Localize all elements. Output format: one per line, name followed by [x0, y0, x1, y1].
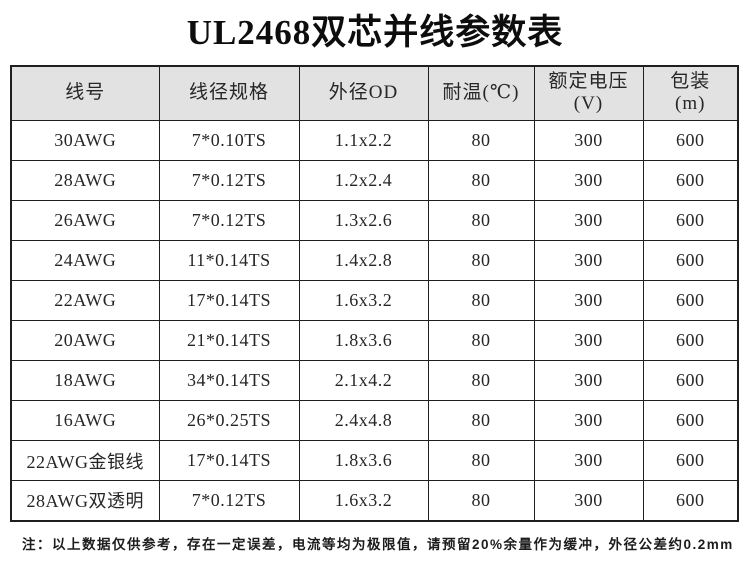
table-cell: 28AWG双透明: [10, 480, 160, 521]
table-cell: 300: [533, 480, 644, 521]
header-outer-diameter: 外径OD: [298, 65, 429, 121]
page-title: UL2468双芯并线参数表: [186, 13, 564, 52]
table-cell: 80: [427, 320, 535, 361]
table-cell: 30AWG: [10, 120, 160, 161]
header-temp-rating: 耐温(℃): [427, 65, 535, 121]
table-cell: 21*0.14TS: [158, 320, 300, 361]
table-row: 16AWG 26*0.25TS 2.4x4.8 80 300 600: [10, 400, 739, 441]
spec-table: 线号 线径规格 外径OD 耐温(℃) 额定电压 (V) 包装 (m) 30AWG…: [10, 64, 739, 522]
table-cell: 80: [427, 360, 535, 401]
table-cell: 1.3x2.6: [298, 200, 429, 241]
table-cell: 600: [642, 320, 739, 361]
header-packaging: 包装 (m): [642, 65, 739, 121]
table-row: 18AWG 34*0.14TS 2.1x4.2 80 300 600: [10, 360, 739, 401]
table-cell: 24AWG: [10, 240, 160, 281]
table-cell: 600: [642, 280, 739, 321]
table-cell: 80: [427, 400, 535, 441]
table-cell: 22AWG: [10, 280, 160, 321]
table-cell: 80: [427, 200, 535, 241]
table-cell: 80: [427, 160, 535, 201]
table-cell: 28AWG: [10, 160, 160, 201]
table-cell: 2.4x4.8: [298, 400, 429, 441]
table-header-row: 线号 线径规格 外径OD 耐温(℃) 额定电压 (V) 包装 (m): [10, 65, 739, 121]
table-cell: 20AWG: [10, 320, 160, 361]
table-cell: 1.4x2.8: [298, 240, 429, 281]
table-cell: 1.6x3.2: [298, 480, 429, 521]
table-cell: 80: [427, 280, 535, 321]
table-cell: 600: [642, 480, 739, 521]
table-cell: 300: [533, 440, 644, 481]
table-row: 28AWG 7*0.12TS 1.2x2.4 80 300 600: [10, 160, 739, 201]
table-cell: 11*0.14TS: [158, 240, 300, 281]
table-cell: 300: [533, 120, 644, 161]
table-cell: 1.2x2.4: [298, 160, 429, 201]
table-cell: 2.1x4.2: [298, 360, 429, 401]
parameter-sheet: UL2468双芯并线参数表 线号 线径规格 外径OD 耐温(℃) 额定电压 (V…: [0, 10, 750, 563]
table-row: 22AWG金银线 17*0.14TS 1.8x3.6 80 300 600: [10, 440, 739, 481]
table-cell: 18AWG: [10, 360, 160, 401]
table-cell: 34*0.14TS: [158, 360, 300, 401]
table-header: 线号 线径规格 外径OD 耐温(℃) 额定电压 (V) 包装 (m): [10, 65, 739, 121]
table-cell: 600: [642, 120, 739, 161]
header-rated-voltage: 额定电压 (V): [533, 65, 644, 121]
table-cell: 600: [642, 440, 739, 481]
table-cell: 80: [427, 120, 535, 161]
table-cell: 26*0.25TS: [158, 400, 300, 441]
header-wire-number: 线号: [10, 65, 160, 121]
table-cell: 7*0.10TS: [158, 120, 300, 161]
table-row: 30AWG 7*0.10TS 1.1x2.2 80 300 600: [10, 120, 739, 161]
table-cell: 1.8x3.6: [298, 320, 429, 361]
table-cell: 80: [427, 480, 535, 521]
footnote: 注：以上数据仅供参考，存在一定误差，电流等均为极限值，请预留20%余量作为缓冲，…: [22, 536, 734, 552]
table-cell: 17*0.14TS: [158, 440, 300, 481]
table-cell: 7*0.12TS: [158, 160, 300, 201]
table-cell: 7*0.12TS: [158, 200, 300, 241]
table-cell: 26AWG: [10, 200, 160, 241]
table-body: 30AWG 7*0.10TS 1.1x2.2 80 300 600 28AWG 7*0.12T…: [10, 120, 739, 521]
table-cell: 300: [533, 400, 644, 441]
table-cell: 1.6x3.2: [298, 280, 429, 321]
table-row: 26AWG 7*0.12TS 1.3x2.6 80 300 600: [10, 200, 739, 241]
table-row: 20AWG 21*0.14TS 1.8x3.6 80 300 600: [10, 320, 739, 361]
table-row: 22AWG 17*0.14TS 1.6x3.2 80 300 600: [10, 280, 739, 321]
table-cell: 600: [642, 240, 739, 281]
header-diameter-spec: 线径规格: [158, 65, 300, 121]
table-cell: 7*0.12TS: [158, 480, 300, 521]
table-row: 28AWG双透明 7*0.12TS 1.6x3.2 80 300 600: [10, 480, 739, 521]
table-cell: 1.1x2.2: [298, 120, 429, 161]
table-cell: 300: [533, 160, 644, 201]
table-cell: 600: [642, 400, 739, 441]
table-cell: 300: [533, 240, 644, 281]
table-cell: 300: [533, 280, 644, 321]
table-cell: 300: [533, 200, 644, 241]
table-row: 24AWG 11*0.14TS 1.4x2.8 80 300 600: [10, 240, 739, 281]
table-cell: 22AWG金银线: [10, 440, 160, 481]
table-cell: 600: [642, 200, 739, 241]
table-cell: 600: [642, 360, 739, 401]
table-cell: 1.8x3.6: [298, 440, 429, 481]
table-cell: 17*0.14TS: [158, 280, 300, 321]
table-cell: 80: [427, 240, 535, 281]
table-cell: 600: [642, 160, 739, 201]
table-cell: 300: [533, 320, 644, 361]
table-cell: 80: [427, 440, 535, 481]
table-cell: 16AWG: [10, 400, 160, 441]
table-cell: 300: [533, 360, 644, 401]
